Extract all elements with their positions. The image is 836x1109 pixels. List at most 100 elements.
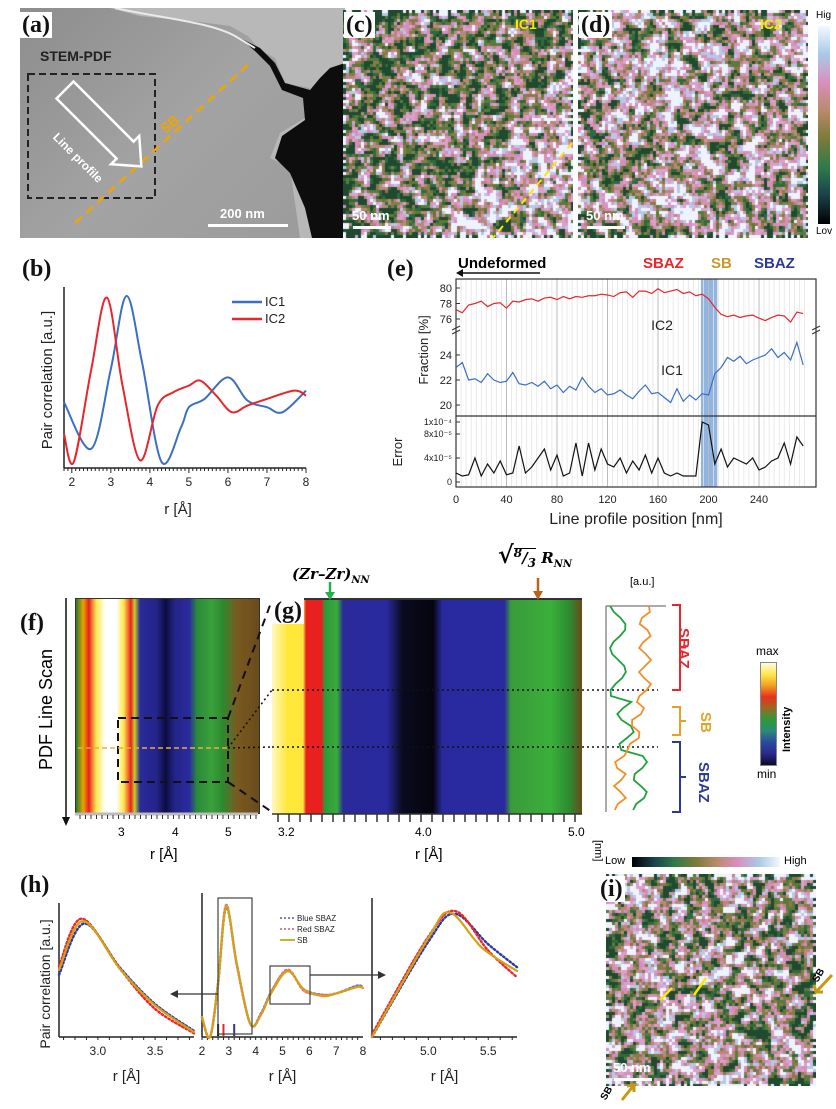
panel-label-a: (a) [20,12,52,38]
b-legend-ic1: IC1 [265,294,285,309]
panel-label-i: (i) [598,876,625,902]
e-xtick-label: 120 [598,494,616,506]
r-subscript: NN [553,559,572,570]
b-x-axis-label: r [Å] [164,501,192,518]
h-middle-tick-label: 4 [252,1044,259,1058]
h-left-tick-label: 3.0 [90,1044,107,1058]
g-x-axis-label: r [Å] [415,846,443,863]
h-arrowhead-right-icon [378,971,386,979]
stem-image: STEM-PDF Line profile SB 200 nm [20,8,345,238]
e-xtick-label: 0 [453,494,459,506]
e-xtick-label: 80 [551,494,563,506]
panel-label-h: (h) [18,872,52,898]
e-series-error [455,421,804,478]
e-x-axis-label: Line profile position [nm] [549,511,722,528]
h-right-series-blue-sbaz [370,912,519,1039]
i-sb-arrow-right-icon [812,973,834,995]
i-colorbar-high: High [784,855,807,867]
e-xtick-label: 240 [750,494,768,506]
f-tick-5: 5 [225,825,232,839]
i-colorbar [632,857,780,867]
i-map [606,874,816,1086]
b-tick-label: 2 [68,475,75,489]
zr-zr-subscript: NN [351,575,370,586]
zoom-connector-dotted [227,689,273,749]
h-left-y-axis-label: Pair correlation [a.u.] [37,919,53,1048]
f-x-axis-label: r [Å] [150,846,178,863]
e-error-tick-label: 8x10⁻⁵ [424,429,452,439]
i-colorbar-low: Low [605,855,626,867]
profile-orange-curve [612,605,653,811]
h-right-tick-label: 5.0 [420,1044,437,1058]
panel-label-e: (e) [385,256,416,282]
b-tick-label: 3 [107,475,114,489]
colorbar-max-label: max [756,644,779,658]
zoomed-heatmap [272,598,582,814]
rnn-arrowhead-icon [533,591,543,600]
h-middle-tick-label: 2 [199,1044,206,1058]
e-axis-break [451,325,821,335]
colorbar-high-label: Hig [816,10,832,21]
e-error-tick-label: 4x10⁻⁵ [424,453,452,463]
sqrt-annotation: √8/3 RNN [498,540,572,570]
h-middle-x-axis-label: r [Å] [269,1068,297,1085]
undeformed-arrowhead-icon [456,269,463,277]
e-ytick-label: 80 [440,283,452,295]
b-tick-label: 4 [147,475,154,489]
e-xtick-label: 40 [500,494,512,506]
f-zoom-box [117,717,229,783]
b-legend-ic2: IC2 [265,311,285,326]
zr-zr-text: (Zr–Zr) [292,565,352,583]
h-middle-tick-label: 5 [279,1044,286,1058]
zoom-connector [227,781,273,813]
h-middle-tick-label: 6 [306,1044,313,1058]
h-middle-tick-label: 8 [360,1044,367,1058]
scale-bar-label: 50 nm [613,1060,651,1075]
g-tick-3-2: 3.2 [278,825,295,839]
scale-bar-label: 200 nm [220,206,265,221]
e-ytick-label: 24 [440,350,452,362]
region-sb: SB [711,255,732,272]
h-legend-label: Red SBAZ [297,925,335,934]
e-ytick-label: 78 [440,299,452,311]
f-tick-3: 3 [118,825,125,839]
bracket-sb [672,706,686,736]
colorbar-low-label: Lov [816,226,833,237]
e-xtick-label: 160 [649,494,667,506]
b-tick-label: 7 [264,475,271,489]
intensity-colorbar [760,662,777,766]
h-middle-series-red-sbaz [200,903,365,1040]
i-yellow-arrow [659,987,673,1001]
e-series-ic2 [455,288,804,324]
e-y-axis-label-error: Error [390,437,405,467]
h-middle-tick-label: 3 [225,1044,232,1058]
h-left-x-axis-label: r [Å] [113,1068,141,1085]
panel-label-d: (d) [579,12,613,38]
r-text: R [541,549,554,567]
e-ic1-label: IC1 [661,362,683,378]
e-series-ic1 [455,340,804,404]
g-tick-4-0: 4.0 [415,825,432,839]
scale-bar [587,226,625,229]
stem-pdf-label: STEM-PDF [40,48,112,64]
h-legend-label: SB [297,936,308,945]
pdf-line-scan-heatmap [75,598,260,814]
h-right-series-red-sbaz [370,909,519,1036]
sqrt-denominator: 3 [527,556,536,570]
i-yellow-arrow [692,977,708,996]
scale-bar [208,224,288,227]
scale-bar [353,226,391,229]
region-sbaz-red: SBAZ [643,255,684,272]
scale-bar-label: 50 nm [586,208,624,223]
panel-label-c: (c) [344,12,375,38]
colorbar-min-label: min [757,767,777,781]
ic2-label: IC2 [760,16,782,32]
e-ic2-label: IC2 [651,317,673,333]
b-series-ic2 [63,296,307,466]
h-zoom-box-right [269,965,311,1005]
e-error-tick-label: 0 [447,477,452,487]
h-left-tick-label: 3.5 [147,1044,164,1058]
panel-label-f: (f) [20,610,44,636]
